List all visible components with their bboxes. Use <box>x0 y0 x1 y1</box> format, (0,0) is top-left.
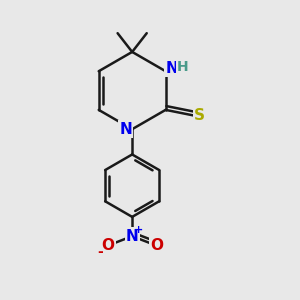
Text: S: S <box>194 108 205 123</box>
Text: O: O <box>101 238 114 253</box>
Text: N: N <box>165 61 178 76</box>
Text: +: + <box>134 225 143 235</box>
Text: -: - <box>97 245 103 259</box>
Text: H: H <box>176 60 188 74</box>
Text: O: O <box>150 238 163 253</box>
Text: N: N <box>126 229 139 244</box>
Text: N: N <box>119 122 132 137</box>
